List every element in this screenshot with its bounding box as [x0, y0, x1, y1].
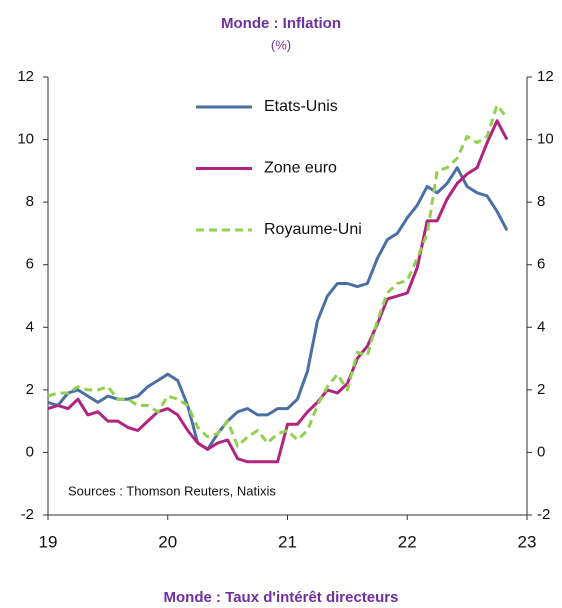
y-tick-label: 10 [17, 131, 34, 148]
x-tick-label: 21 [278, 532, 297, 551]
chart-title: Monde : Inflation [221, 15, 341, 32]
x-tick-label: 22 [398, 532, 417, 551]
legend-label: Etats-Unis [264, 98, 338, 115]
y-tick-label: 12 [17, 68, 34, 85]
y-tick-label: 2 [26, 381, 34, 398]
y2-tick-label: 2 [537, 381, 545, 398]
y2-tick-label: -2 [537, 506, 550, 523]
y2-tick-label: 0 [537, 443, 545, 460]
y-tick-label: 6 [26, 256, 34, 273]
next-chart-title: Monde : Taux d'intérêt directeurs [164, 589, 399, 606]
legend-label: Royaume-Uni [264, 221, 362, 238]
y2-tick-label: 12 [537, 68, 554, 85]
y-tick-label: 4 [26, 318, 34, 335]
line-series [47, 166, 509, 451]
y-tick-label: 0 [26, 443, 34, 460]
chart-subtitle: (%) [271, 37, 291, 52]
line-series [47, 119, 509, 464]
y-tick-label: 8 [26, 193, 34, 210]
y2-tick-label: 10 [537, 131, 554, 148]
x-tick-label: 23 [518, 532, 537, 551]
y2-tick-label: 6 [537, 256, 545, 273]
legend-label: Zone euro [264, 160, 337, 177]
y2-tick-label: 4 [537, 318, 545, 335]
x-tick-label: 19 [39, 532, 58, 551]
y-tick-label: -2 [21, 506, 34, 523]
line-series [47, 103, 509, 448]
source-note: Sources : Thomson Reuters, Natixis [68, 483, 276, 498]
x-tick-label: 20 [158, 532, 177, 551]
y2-tick-label: 8 [537, 193, 545, 210]
